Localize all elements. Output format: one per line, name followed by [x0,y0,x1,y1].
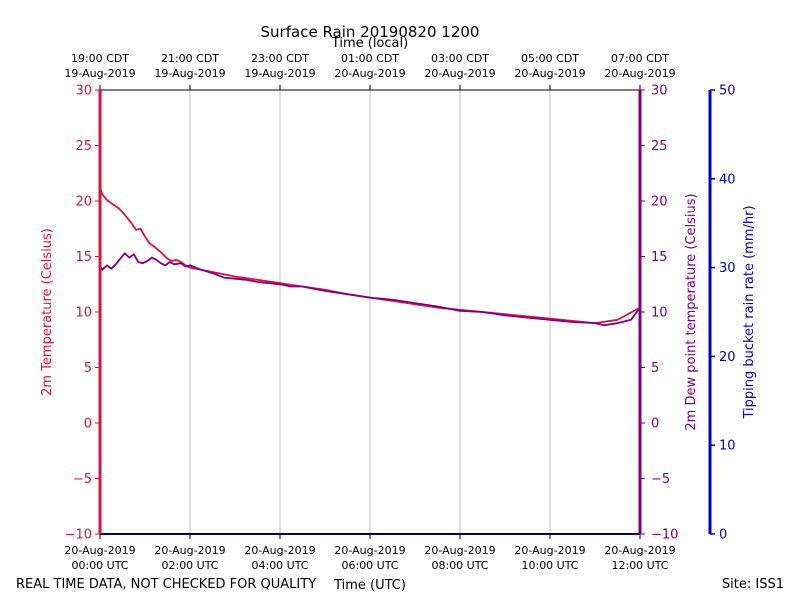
top-tick-date: 20-Aug-2019 [604,67,675,80]
left-tick-label: 15 [75,250,92,265]
left-tick-label: −5 [73,472,92,487]
top-tick-time: 05:00 CDT [521,52,579,65]
right-inner-tick-label: 5 [651,361,659,376]
right-inner-tick-label: 10 [651,306,668,321]
top-axis-label: Time (local) [331,36,408,51]
right-inner-axis-label: 2m Dew point temperature (Celsius) [684,193,699,430]
top-tick-time: 03:00 CDT [431,52,489,65]
right-outer-tick-label: 40 [719,172,736,187]
chart-title: Surface Rain 20190820 1200 [261,23,480,41]
bottom-tick-time: 08:00 UTC [431,559,488,572]
top-tick-time: 01:00 CDT [341,52,399,65]
top-tick-date: 19-Aug-2019 [154,67,225,80]
top-tick-time: 23:00 CDT [251,52,309,65]
right-inner-tick-label: −10 [651,528,678,543]
bottom-tick-time: 04:00 UTC [251,559,308,572]
footer-left: REAL TIME DATA, NOT CHECKED FOR QUALITY [16,577,316,592]
series-line-1 [99,252,641,327]
top-tick-date: 20-Aug-2019 [514,67,585,80]
right-outer-tick-label: 20 [719,350,736,365]
top-tick-time: 21:00 CDT [161,52,219,65]
top-tick-date: 19-Aug-2019 [64,67,135,80]
right-outer-axis-label: Tipping bucket rain rate (mm/hr) [742,205,757,419]
footer-right: Site: ISS1 [722,577,784,592]
top-tick-date: 20-Aug-2019 [334,67,405,80]
bottom-tick-date: 20-Aug-2019 [64,544,135,557]
top-tick-date: 20-Aug-2019 [424,67,495,80]
tick-layer: 302520151050−5−10302520151050−5−10504030… [64,52,735,572]
left-tick-label: 10 [75,306,92,321]
bottom-tick-time: 12:00 UTC [611,559,668,572]
bottom-tick-date: 20-Aug-2019 [604,544,675,557]
right-outer-tick-label: 0 [719,528,727,543]
bottom-tick-date: 20-Aug-2019 [154,544,225,557]
top-tick-date: 19-Aug-2019 [244,67,315,80]
right-outer-tick-label: 50 [719,84,736,99]
left-tick-label: 20 [75,195,92,210]
left-tick-label: 30 [75,84,92,99]
right-inner-tick-label: 0 [651,417,659,432]
bottom-tick-date: 20-Aug-2019 [244,544,315,557]
right-inner-tick-label: 15 [651,250,668,265]
bottom-axis-label: Time (UTC) [333,578,406,593]
right-inner-tick-label: 20 [651,195,668,210]
top-tick-time: 07:00 CDT [611,52,669,65]
bottom-tick-date: 20-Aug-2019 [424,544,495,557]
bottom-tick-date: 20-Aug-2019 [514,544,585,557]
right-outer-tick-label: 30 [719,261,736,276]
left-tick-label: 0 [84,417,92,432]
plot-frame [98,89,712,535]
vertical-gridlines [189,90,551,534]
bottom-tick-time: 06:00 UTC [341,559,398,572]
bottom-tick-time: 00:00 UTC [71,559,128,572]
left-tick-label: 5 [84,361,92,376]
left-tick-label: −10 [65,528,92,543]
right-inner-tick-label: 30 [651,84,668,99]
left-tick-label: 25 [75,139,92,154]
top-tick-time: 19:00 CDT [71,52,129,65]
bottom-tick-time: 10:00 UTC [521,559,578,572]
right-outer-tick-label: 10 [719,439,736,454]
bottom-tick-date: 20-Aug-2019 [334,544,405,557]
left-axis-label: 2m Temperature (Celsius) [40,228,55,396]
right-inner-tick-label: 25 [651,139,668,154]
right-inner-tick-label: −5 [651,472,670,487]
bottom-tick-time: 02:00 UTC [161,559,218,572]
